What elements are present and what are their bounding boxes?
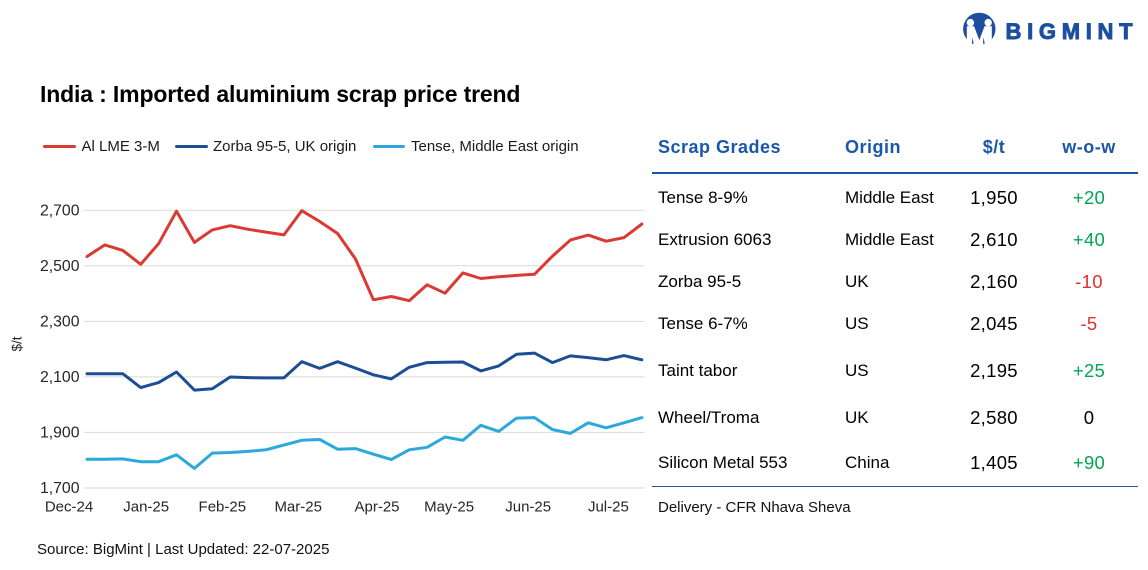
svg-text:1,700: 1,700	[40, 480, 80, 497]
svg-text:$/t: $/t	[10, 336, 25, 351]
svg-text:Jul-25: Jul-25	[588, 499, 629, 516]
svg-text:May-25: May-25	[424, 499, 474, 516]
svg-text:Apr-25: Apr-25	[354, 499, 399, 516]
svg-text:1,900: 1,900	[40, 425, 80, 442]
svg-text:Dec-24: Dec-24	[45, 499, 93, 516]
svg-text:2,500: 2,500	[40, 258, 80, 275]
svg-text:2,300: 2,300	[40, 314, 80, 331]
svg-text:Jun-25: Jun-25	[505, 499, 551, 516]
svg-text:2,700: 2,700	[40, 203, 80, 220]
svg-text:2,100: 2,100	[40, 369, 80, 386]
svg-text:Feb-25: Feb-25	[199, 499, 247, 516]
svg-text:Mar-25: Mar-25	[274, 499, 322, 516]
svg-text:Jan-25: Jan-25	[123, 499, 169, 516]
